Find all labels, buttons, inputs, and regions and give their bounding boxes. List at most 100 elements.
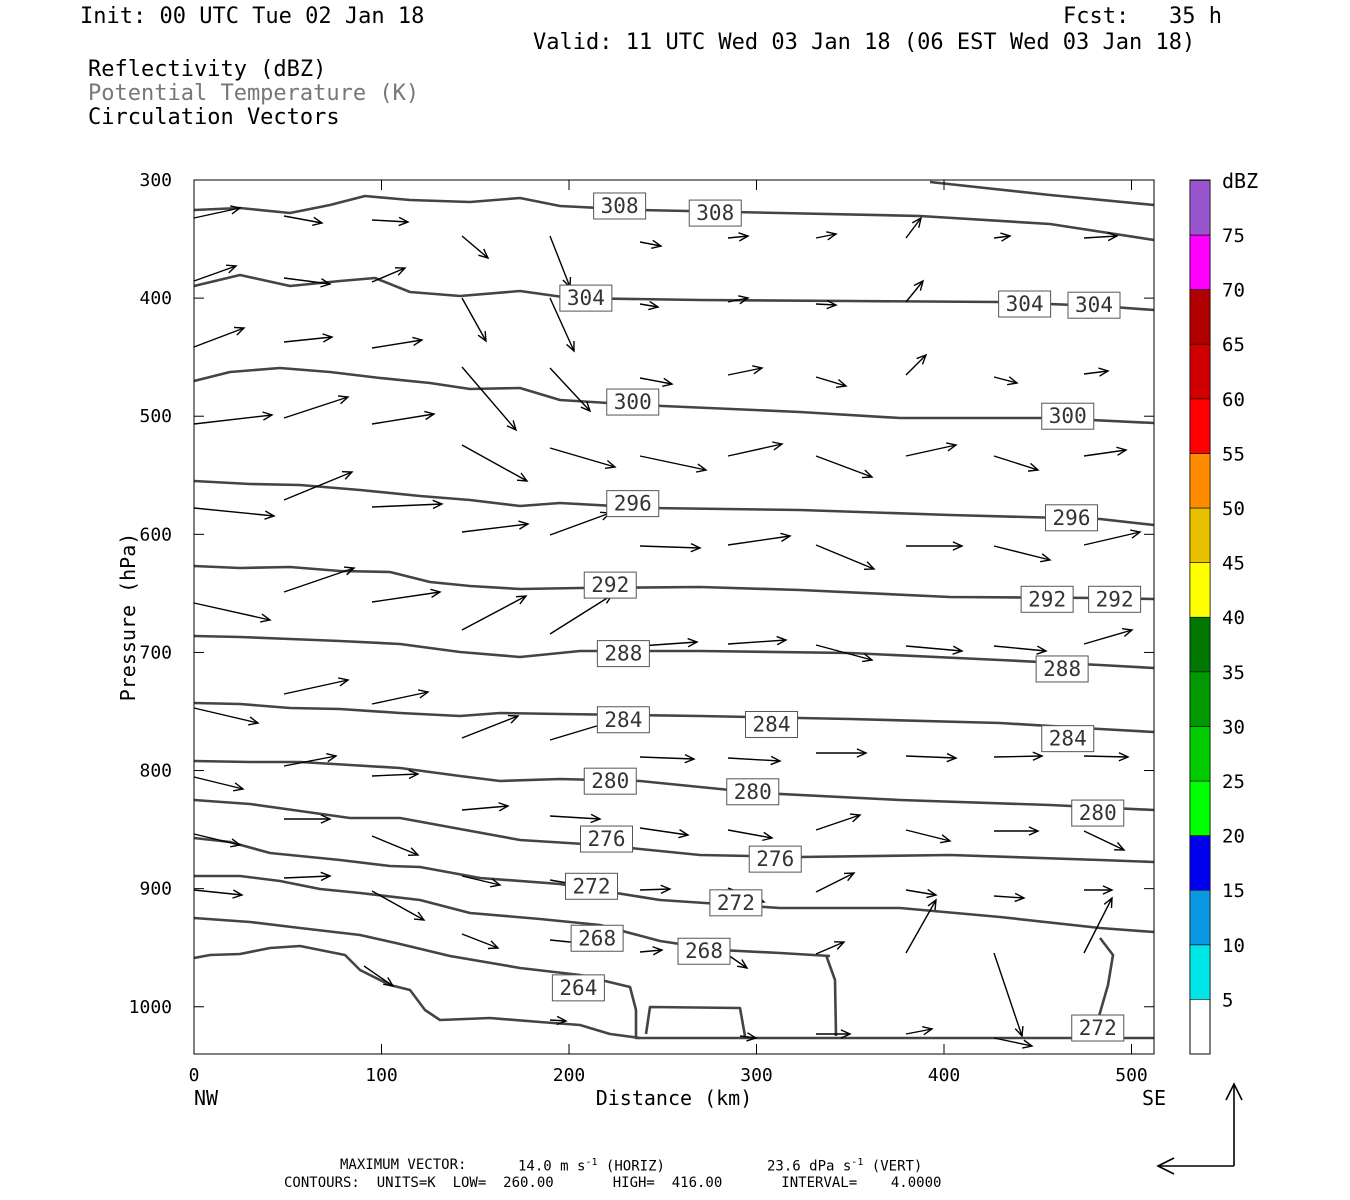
vector-arrow: [461, 875, 502, 888]
vector-arrow: [727, 532, 792, 546]
vector-arrow: [1083, 529, 1142, 546]
vector-arrow: [739, 1032, 758, 1042]
colorbar-swatch: [1189, 289, 1211, 345]
contour-label: 308: [593, 192, 647, 220]
colorbar-level: 25: [1222, 771, 1245, 793]
vector-arrow: [905, 898, 937, 954]
max-vector-vertical: 23.6 dPa s-1 (VERT): [767, 1157, 923, 1175]
vector-arrow: [993, 455, 1040, 472]
svg-text:296: 296: [614, 492, 652, 516]
vector-arrow: [639, 884, 672, 895]
y-tick-label: 600: [139, 524, 172, 545]
vector-arrow: [905, 1026, 934, 1036]
vector-arrow: [371, 890, 426, 921]
vector-arrow: [549, 594, 614, 635]
svg-text:276: 276: [756, 847, 794, 871]
vector-arrow: [905, 353, 928, 376]
vector-arrow: [727, 365, 764, 376]
vector-arrow: [549, 511, 612, 536]
vector-arrow: [283, 333, 334, 343]
y-tick-label: 500: [139, 406, 172, 427]
colorbar-level: 60: [1222, 389, 1245, 411]
exponent: -1: [585, 1157, 598, 1168]
svg-text:300: 300: [1049, 404, 1087, 428]
vector-arrow: [639, 827, 690, 839]
colorbar-swatch: [1189, 343, 1211, 400]
max-vector-label: MAXIMUM VECTOR:: [340, 1157, 467, 1173]
vector-arrow: [461, 714, 520, 739]
x-tick-label: 0: [189, 1065, 200, 1086]
svg-text:308: 308: [696, 201, 734, 225]
svg-text:268: 268: [685, 939, 723, 963]
vector-arrow: [815, 299, 838, 310]
vector-arrow: [193, 602, 272, 623]
contour-label: 276: [580, 825, 633, 853]
colorbar-swatch: [1189, 180, 1211, 236]
vector-arrow: [727, 635, 788, 646]
vector-arrow: [549, 447, 617, 470]
forecast-hour: Fcst: 35 h: [1063, 4, 1222, 29]
vector-arrow: [906, 541, 964, 551]
contour-label: 280: [1071, 799, 1125, 827]
contour-label: 284: [596, 706, 650, 734]
colorbar-level: 20: [1222, 826, 1245, 848]
contour-label: 292: [1020, 585, 1074, 613]
x-end-label-nw: NW: [194, 1086, 219, 1110]
colorbar-swatch: [1189, 453, 1211, 509]
vector-arrow: [461, 235, 490, 260]
colorbar-swatch: [1189, 835, 1211, 891]
vector-arrow: [1083, 896, 1113, 954]
contour-line: [193, 798, 1155, 864]
contours-info: CONTOURS: UNITS=K LOW= 260.00 HIGH= 416.…: [284, 1175, 942, 1191]
svg-text:284: 284: [1049, 727, 1087, 751]
vector-arrow: [815, 644, 874, 663]
contour-label: 272: [1071, 1014, 1125, 1042]
svg-text:288: 288: [604, 642, 642, 666]
svg-text:304: 304: [567, 286, 605, 310]
contour-label: 304: [998, 290, 1052, 318]
vector-arrow: [461, 520, 530, 533]
vector-arrow: [371, 336, 424, 349]
contour-label: 300: [1041, 402, 1095, 430]
vector-arrow: [1084, 885, 1114, 895]
vector-arrow: [461, 933, 500, 950]
field-reflectivity: Reflectivity (dBZ): [88, 57, 327, 82]
vector-arrow: [549, 1015, 568, 1026]
svg-text:280: 280: [734, 780, 772, 804]
colorbar-swatch: [1189, 398, 1211, 454]
contour-line: [644, 1005, 747, 1037]
vector-arrow: [1083, 830, 1126, 851]
colorbar-level: 50: [1222, 498, 1245, 520]
x-tick-label: 100: [365, 1065, 398, 1086]
vector-arrow: [639, 542, 702, 553]
svg-text:296: 296: [1053, 506, 1091, 530]
exponent: -1: [851, 1157, 864, 1168]
vector-arrow: [1083, 627, 1134, 645]
contour-labels: 308 308 304 304 304 300 300 296 296 292 292 292 288 2…: [551, 192, 1142, 1042]
max-vector-horizontal: 14.0 m s-1 (HORIZ): [518, 1157, 665, 1175]
vector-arrow: [193, 889, 244, 899]
vector-arrow: [815, 376, 848, 388]
y-tick-label: 800: [139, 761, 172, 782]
vector-arrow: [993, 751, 1044, 761]
colorbar-level: 55: [1222, 443, 1245, 465]
svg-text:304: 304: [1075, 293, 1113, 317]
contour-label: 296: [606, 490, 660, 518]
colorbar-swatch: [1189, 889, 1211, 946]
colorbar-swatch: [1189, 507, 1211, 563]
vector-arrow: [1083, 367, 1110, 377]
x-tick-label: 300: [740, 1065, 773, 1086]
svg-text:264: 264: [559, 976, 597, 1000]
plot-frame: [193, 179, 1155, 1055]
vector-arrow: [639, 239, 663, 249]
contour-label: 288: [1035, 655, 1089, 683]
colorbar-level: 5: [1222, 989, 1233, 1011]
vector-arrow: [815, 455, 874, 479]
reference-vector-icon: [1156, 1082, 1243, 1175]
contour-line: [824, 954, 838, 1037]
vector-arrow: [993, 232, 1012, 242]
vector-arrow: [1083, 446, 1128, 457]
contour-label: 292: [1088, 585, 1142, 613]
colorbar: 5 10 15 20 25 30 35 40 45 50 55 60 65 70 75: [1189, 179, 1245, 1055]
init-time: Init: 00 UTC Tue 02 Jan 18: [80, 4, 425, 29]
